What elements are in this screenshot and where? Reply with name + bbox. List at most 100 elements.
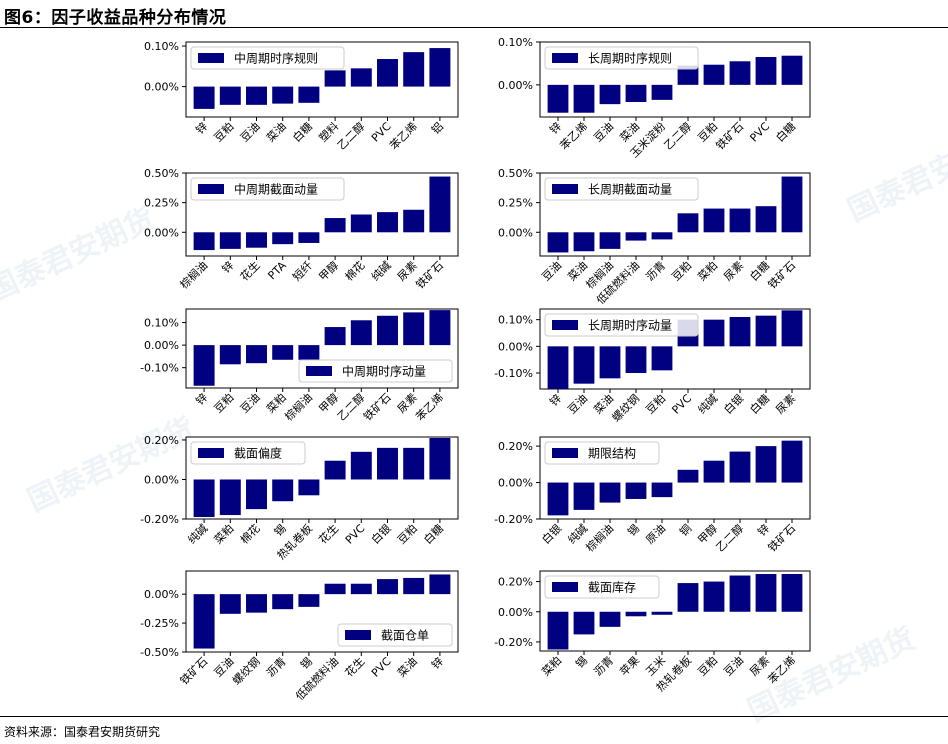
bar bbox=[599, 84, 621, 105]
x-tick-label: 铁矿石 bbox=[714, 120, 747, 153]
legend-swatch bbox=[306, 366, 332, 376]
y-tick-label: 0.00% bbox=[498, 606, 533, 619]
x-tick-label: 豆油 bbox=[237, 390, 262, 415]
x-tick-label: 铁矿石 bbox=[178, 655, 211, 688]
x-tick-label: 棕榈油 bbox=[282, 390, 315, 423]
bar bbox=[573, 482, 595, 510]
x-tick-label: 锌 bbox=[754, 521, 772, 539]
bar bbox=[272, 86, 294, 104]
x-tick-label: 锡 bbox=[624, 521, 642, 539]
bar bbox=[781, 176, 803, 233]
bar bbox=[729, 575, 751, 612]
x-tick-label: 菜粕 bbox=[539, 653, 564, 678]
x-tick-label: 锡 bbox=[572, 653, 590, 671]
bar bbox=[350, 451, 372, 480]
x-tick-label: 豆粕 bbox=[211, 119, 236, 144]
bar bbox=[377, 447, 398, 480]
bar bbox=[703, 319, 725, 347]
legend-swatch bbox=[198, 448, 224, 458]
chart-panel-8: 0.20%0.00%-0.20%白银 纯碱棕榈油锡原油铜甲醇乙二醇 锌铁矿石期限结构 bbox=[494, 436, 811, 554]
x-tick-label: 纯碱 bbox=[695, 392, 720, 417]
bar bbox=[729, 208, 751, 233]
bar bbox=[599, 346, 621, 379]
x-tick-label: 锌 bbox=[546, 391, 564, 409]
legend-label: 期限结构 bbox=[588, 446, 636, 461]
bar bbox=[298, 479, 320, 496]
bar bbox=[219, 594, 241, 614]
x-tick-label: 乙二醇 bbox=[713, 521, 746, 554]
bar bbox=[755, 315, 777, 347]
x-tick-label: 纯碱 bbox=[185, 522, 210, 547]
bar bbox=[429, 574, 451, 595]
x-tick-label: 锡 bbox=[297, 654, 315, 672]
bar bbox=[781, 574, 803, 612]
x-tick-label: 苹果 bbox=[617, 653, 642, 678]
bar bbox=[298, 594, 320, 607]
legend-label: 截面库存 bbox=[588, 580, 636, 595]
bar bbox=[193, 345, 215, 386]
y-tick-label: 0.00% bbox=[498, 226, 533, 239]
y-tick-label: 0.00% bbox=[144, 473, 179, 486]
y-tick-label: 0.00% bbox=[498, 340, 533, 353]
bar bbox=[193, 479, 215, 518]
bar bbox=[573, 84, 595, 113]
bar bbox=[547, 232, 569, 253]
x-tick-label: 螺纹钢 bbox=[229, 654, 262, 687]
y-tick-label: -0.20% bbox=[494, 636, 533, 649]
x-tick-label: 菜粕 bbox=[211, 521, 236, 546]
bar bbox=[703, 460, 725, 483]
x-tick-label: 菜油 bbox=[394, 654, 419, 679]
bar bbox=[729, 451, 751, 483]
bar bbox=[573, 346, 595, 384]
legend-swatch bbox=[552, 184, 578, 194]
bar bbox=[377, 212, 398, 233]
bar bbox=[547, 84, 569, 113]
x-tick-label: 棕榈油 bbox=[583, 521, 616, 554]
bar bbox=[651, 346, 673, 371]
bar bbox=[651, 482, 673, 498]
bar bbox=[272, 479, 294, 502]
x-tick-label: 铁矿石 bbox=[413, 259, 446, 292]
bar bbox=[625, 232, 647, 241]
legend-label: 截面仓单 bbox=[381, 629, 429, 643]
x-tick-label: 铜 bbox=[676, 521, 694, 539]
bar bbox=[599, 232, 621, 249]
x-tick-label: 菜粕 bbox=[695, 258, 720, 283]
x-tick-label: 花生 bbox=[316, 521, 341, 546]
bar bbox=[219, 479, 241, 516]
y-tick-label: -0.50% bbox=[140, 646, 179, 659]
bar bbox=[547, 346, 569, 389]
y-tick-label: 0.00% bbox=[498, 477, 533, 490]
legend-box bbox=[190, 46, 345, 70]
bar bbox=[324, 70, 346, 87]
bar bbox=[429, 48, 451, 87]
x-tick-label: PVC bbox=[669, 392, 694, 417]
bar bbox=[547, 482, 569, 516]
x-tick-label: 沥青 bbox=[264, 655, 289, 680]
legend-label: 中周期时序动量 bbox=[342, 364, 426, 379]
bar bbox=[219, 345, 241, 365]
bar bbox=[781, 310, 803, 347]
x-tick-label: PTA bbox=[265, 259, 289, 283]
x-tick-label: 乙二醇 bbox=[661, 119, 694, 152]
y-tick-label: -0.10% bbox=[140, 362, 179, 375]
bar bbox=[246, 232, 267, 248]
x-tick-label: 花生 bbox=[342, 654, 367, 679]
x-tick-label: 纯碱 bbox=[369, 259, 394, 284]
x-tick-label: 白银 bbox=[539, 521, 564, 546]
x-tick-label: 锌 bbox=[546, 119, 564, 137]
bar bbox=[729, 61, 751, 85]
x-tick-label: 苯乙烯 bbox=[765, 653, 798, 686]
legend-box bbox=[337, 623, 453, 647]
title-divider bbox=[0, 27, 948, 28]
x-tick-label: 铁矿石 bbox=[766, 259, 799, 292]
x-tick-label: 白糖 bbox=[290, 119, 315, 144]
bar bbox=[703, 64, 725, 85]
y-tick-label: 0.00% bbox=[498, 79, 533, 92]
bar bbox=[599, 611, 621, 627]
x-tick-label: 豆粕 bbox=[695, 653, 720, 678]
